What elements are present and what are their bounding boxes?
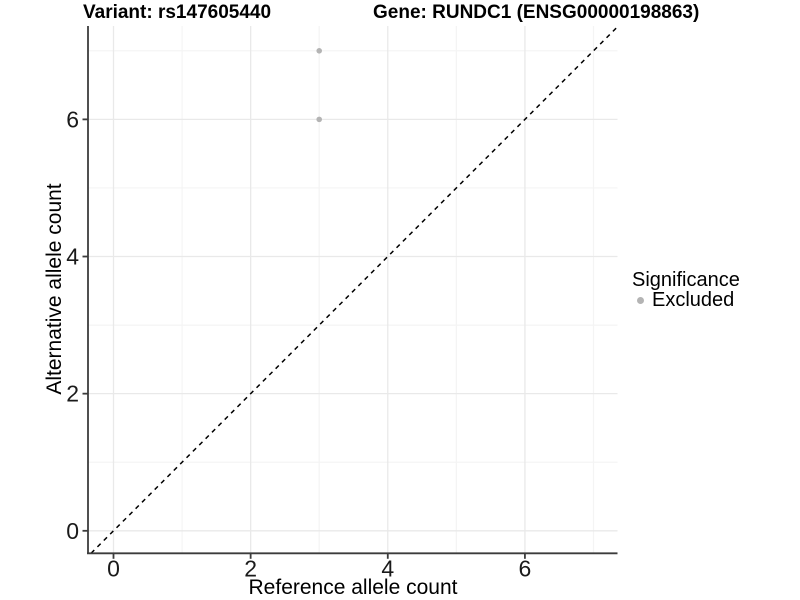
legend: Significance Excluded xyxy=(632,268,740,311)
x-axis-title: Reference allele count xyxy=(248,576,458,599)
y-axis-title: Alternative allele count xyxy=(43,183,66,395)
legend-item-label: Excluded xyxy=(652,288,735,311)
x-tick-label: 2 xyxy=(244,556,257,582)
plot-title-gene: Gene: RUNDC1 (ENSG00000198863) xyxy=(373,2,700,23)
data-point xyxy=(316,116,323,123)
tick-marks xyxy=(82,118,526,559)
y-tick-label: 2 xyxy=(66,381,79,407)
y-tick-label: 6 xyxy=(66,106,79,132)
identity-line xyxy=(90,25,619,554)
axis-lines xyxy=(87,26,618,555)
data-points xyxy=(316,48,323,123)
legend-item-excluded: Excluded xyxy=(632,289,740,311)
plot-title-variant: Variant: rs147605440 xyxy=(83,2,272,23)
tick-labels: 0 2 4 6 0 2 4 6 xyxy=(66,106,531,581)
data-point xyxy=(316,48,323,54)
x-tick-label: 4 xyxy=(381,556,394,582)
x-tick-label: 0 xyxy=(107,556,120,582)
minor-gridlines xyxy=(88,26,618,554)
legend-title: Significance xyxy=(632,269,740,291)
y-tick-label: 0 xyxy=(66,518,79,544)
identity-dashed-line xyxy=(90,25,619,554)
x-tick-label: 6 xyxy=(519,556,532,582)
major-gridlines xyxy=(88,26,618,554)
excluded-point-icon xyxy=(637,296,644,304)
y-tick-label: 4 xyxy=(66,244,79,270)
